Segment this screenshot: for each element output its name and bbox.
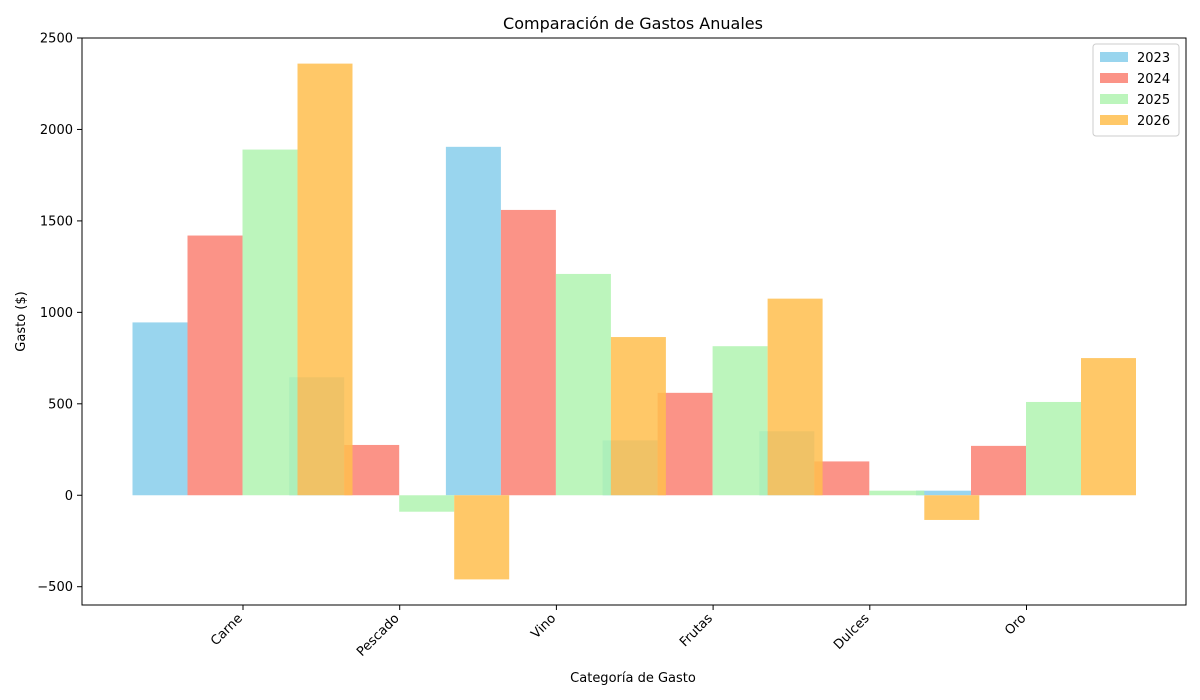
y-tick-label: 0 (65, 489, 73, 504)
bar-2025-frutas (712, 346, 768, 496)
chart-title: Comparación de Gastos Anuales (503, 14, 763, 33)
bar-2024-pescado (344, 444, 400, 496)
x-tick-label: Pescado (354, 611, 402, 659)
x-tick-label: Frutas (677, 611, 716, 650)
x-axis: Carne Pescado Vino Frutas Dulces Oro (208, 605, 1029, 660)
y-axis: −500 0 500 1000 1500 2000 2500 (37, 32, 82, 595)
y-tick-label: 1500 (40, 214, 73, 229)
bar-2026-dulces (924, 495, 980, 520)
bars-layer (132, 63, 1136, 580)
legend-swatch (1100, 115, 1128, 125)
bar-2024-carne (187, 235, 243, 496)
bar-2026-oro (1081, 358, 1136, 496)
x-axis-title: Categoría de Gasto (570, 671, 696, 686)
legend-swatch (1100, 73, 1128, 83)
bar-2026-pescado (454, 495, 510, 580)
bar-2025-oro (1026, 401, 1081, 496)
plot-frame (81, 37, 1187, 606)
bar-2026-vino (610, 337, 666, 496)
bar-2023-oro (916, 490, 971, 496)
bar-2024-frutas (657, 392, 713, 496)
bar-2024-vino (500, 209, 556, 496)
x-tick-label: Dulces (831, 611, 873, 653)
legend-label: 2025 (1137, 93, 1170, 108)
bar-2026-frutas (767, 298, 823, 496)
y-tick-label: −500 (37, 580, 73, 595)
bar-2023-vino (445, 146, 501, 496)
bar-2024-dulces (814, 461, 870, 496)
legend-box (1092, 43, 1180, 137)
x-tick-label: Carne (208, 611, 246, 649)
legend-swatch (1100, 52, 1128, 62)
legend-swatch (1100, 94, 1128, 104)
bar-2025-vino (555, 273, 611, 496)
y-axis-title: Gasto ($) (14, 291, 29, 351)
x-tick-label: Vino (529, 611, 560, 642)
bar-2023-carne (132, 322, 188, 496)
y-tick-label: 500 (48, 397, 73, 412)
bar-2024-oro (971, 445, 1026, 496)
bar-2025-dulces (869, 490, 925, 496)
bar-2025-carne (242, 149, 298, 496)
y-tick-label: 1000 (40, 306, 73, 321)
y-tick-label: 2000 (40, 123, 73, 138)
bar-2026-carne (297, 63, 353, 496)
x-tick-label: Oro (1002, 611, 1029, 638)
legend: 2023 2024 2025 2026 (1092, 43, 1180, 137)
legend-label: 2024 (1137, 72, 1170, 87)
y-tick-label: 2500 (40, 32, 73, 47)
legend-label: 2023 (1137, 51, 1170, 66)
legend-label: 2026 (1137, 114, 1170, 129)
bar-2025-pescado (399, 495, 455, 512)
